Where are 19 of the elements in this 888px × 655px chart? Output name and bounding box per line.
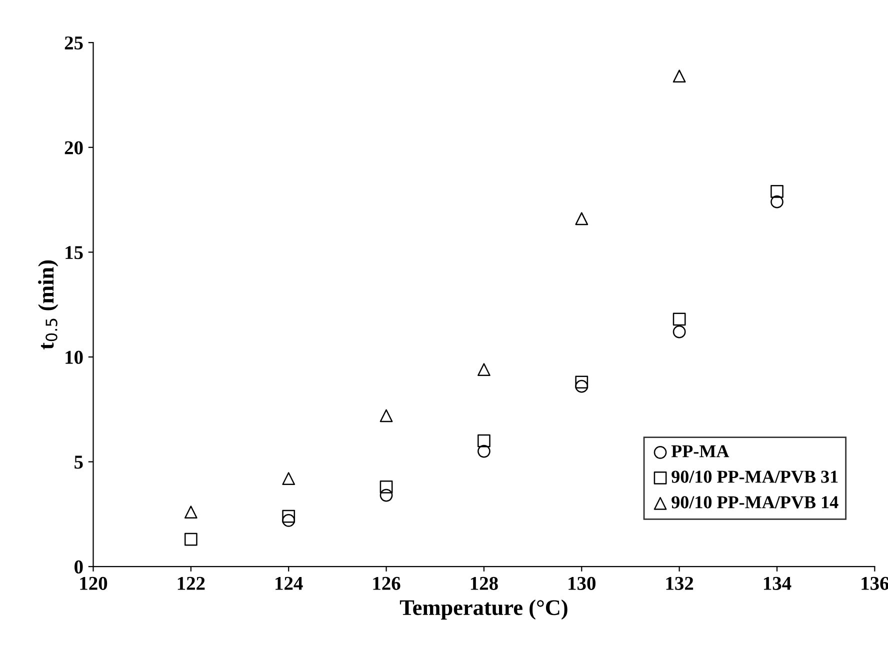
y-tick-label: 0 xyxy=(74,560,83,574)
y-axis-title: t$_{0.5}$ (min) xyxy=(38,260,58,350)
x-tick-label: 134 xyxy=(764,576,792,590)
legend-label: PP-MA xyxy=(671,445,730,458)
y-tick-label: 20 xyxy=(64,141,83,154)
x-axis-title: Temperature (°C) xyxy=(400,599,568,620)
y-tick-label: 10 xyxy=(66,350,83,364)
y-tick-label: 25 xyxy=(64,36,83,50)
x-tick-label: 128 xyxy=(470,576,498,590)
legend-label: 90/10 PP-MA/PVB 31 xyxy=(672,470,838,483)
x-tick-label: 130 xyxy=(568,576,596,590)
x-tick-label: 132 xyxy=(666,576,694,590)
legend-label: 90/10 PP-MA/PVB 14 xyxy=(672,496,838,508)
x-tick-label: 120 xyxy=(80,576,108,590)
x-tick-label: 124 xyxy=(276,576,303,590)
x-tick-label: 126 xyxy=(373,576,400,590)
x-tick-label: 122 xyxy=(178,576,205,590)
y-tick-label: 5 xyxy=(74,456,83,469)
y-tick-label: 15 xyxy=(66,246,83,260)
